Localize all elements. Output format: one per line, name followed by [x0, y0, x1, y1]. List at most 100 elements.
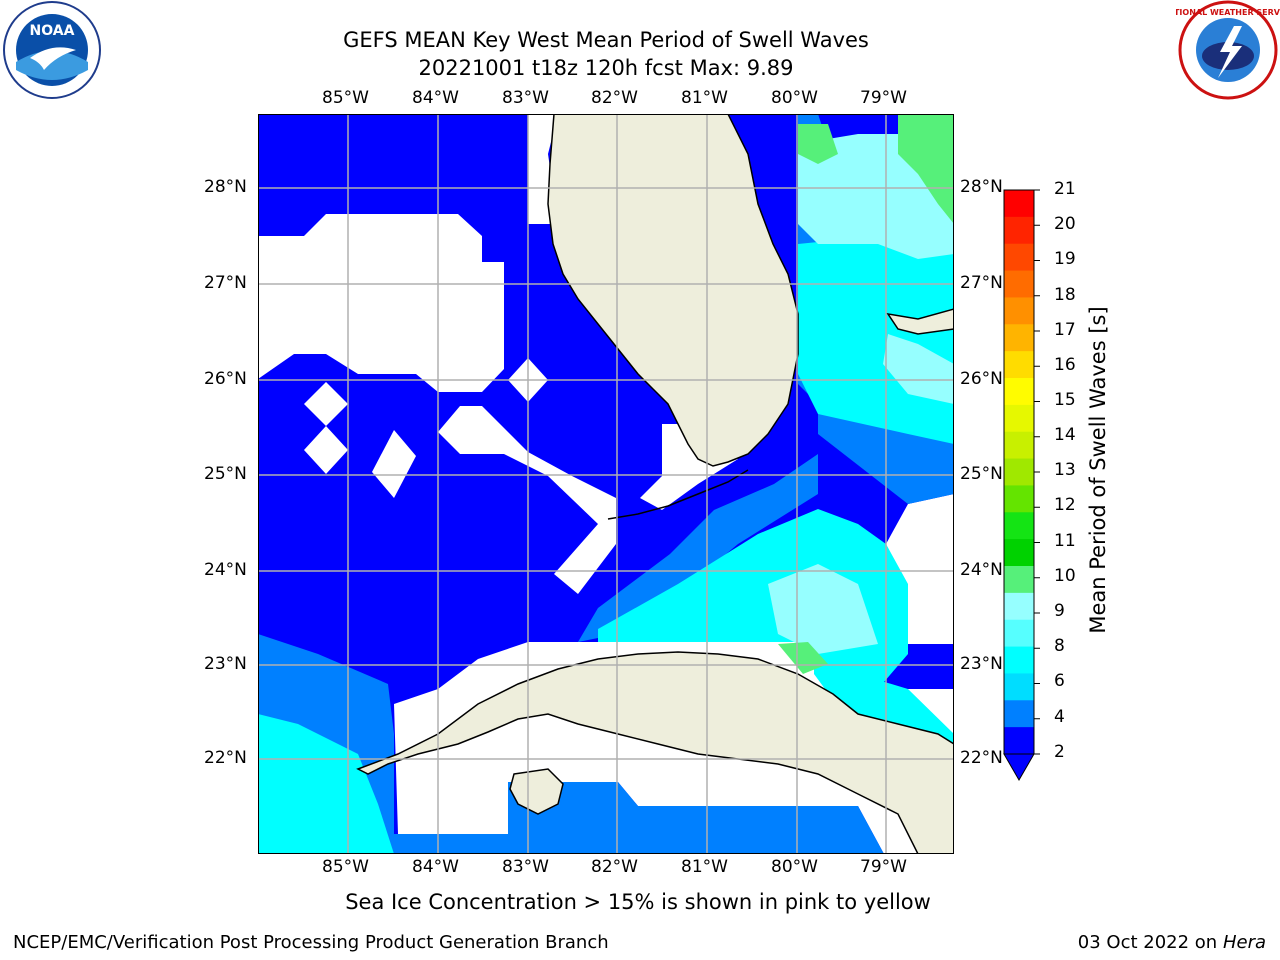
lon-label-bottom-83w: 83°W	[502, 857, 549, 877]
noaa-logo: NOAA	[0, 0, 104, 104]
colorbar-segment	[1004, 646, 1034, 674]
lat-gridlines	[258, 187, 954, 760]
isla-juventud	[509, 768, 564, 815]
footer-machine: Hera	[1222, 932, 1266, 953]
colorbar-tick-6: 6	[1054, 671, 1065, 691]
swell-6-8-west-edge	[258, 714, 394, 854]
colorbar-tick-17: 17	[1054, 320, 1076, 340]
svg-text:NATIONAL WEATHER SERVICE: NATIONAL WEATHER SERVICE	[1176, 8, 1280, 17]
colorbar-segment	[1004, 431, 1034, 460]
colorbar-tick-19: 19	[1054, 249, 1076, 269]
no-data-west	[258, 214, 504, 392]
sea-ice-caption: Sea Ice Concentration > 15% is shown in …	[345, 890, 931, 914]
swell-9-10-ne	[898, 114, 954, 224]
colorbar-segment	[1004, 727, 1034, 755]
colorbar-segment	[1004, 243, 1034, 272]
footer-org: NCEP/EMC/Verification Post Processing Pr…	[13, 932, 609, 953]
swell-9-10-patch	[798, 124, 838, 164]
colorbar-tick-12: 12	[1054, 495, 1076, 515]
colorbar-tick-8: 8	[1054, 636, 1065, 656]
lat-label-right-26n: 26°N	[960, 369, 1003, 389]
nws-logo: NATIONAL WEATHER SERVICE	[1162, 0, 1280, 104]
lat-label-left-28n: 28°N	[204, 177, 247, 197]
swell-9-10-cuba	[778, 642, 828, 674]
lon-label-top-81w: 81°W	[681, 88, 728, 108]
swell-8-9-straits	[768, 564, 878, 654]
lat-label-left-26n: 26°N	[204, 369, 247, 389]
colorbar-segment	[1004, 539, 1034, 567]
lon-label-bottom-81w: 81°W	[681, 857, 728, 877]
colorbar-segment	[1004, 378, 1034, 406]
colorbar-tick-16: 16	[1054, 355, 1076, 375]
lat-label-right-28n: 28°N	[960, 177, 1003, 197]
colorbar-tick-20: 20	[1054, 214, 1076, 234]
colorbar-label: Mean Period of Swell Waves [s]	[1086, 306, 1110, 634]
lat-label-left-23n: 23°N	[204, 654, 247, 674]
lon-label-bottom-84w: 84°W	[412, 857, 459, 877]
lon-label-top-79w: 79°W	[860, 88, 907, 108]
colorbar-segment	[1004, 216, 1034, 245]
colorbar-extend-arrow	[1003, 753, 1035, 782]
lat-label-right-27n: 27°N	[960, 273, 1003, 293]
footer-date-text: 03 Oct 2022 on	[1077, 932, 1223, 953]
lat-label-left-22n: 22°N	[204, 748, 247, 768]
colorbar-segment	[1004, 512, 1034, 540]
lat-label-left-24n: 24°N	[204, 560, 247, 580]
lon-label-bottom-80w: 80°W	[771, 857, 818, 877]
colorbar-tick-18: 18	[1054, 285, 1076, 305]
swell-4-6-south	[508, 782, 884, 854]
colorbar-segment	[1004, 190, 1034, 218]
lon-label-bottom-82w: 82°W	[591, 857, 638, 877]
bahamas-land	[886, 308, 954, 335]
colorbar-tick-11: 11	[1054, 531, 1076, 551]
keys-chain	[607, 469, 749, 520]
colorbar-segment	[1004, 297, 1034, 325]
lon-label-top-83w: 83°W	[502, 88, 549, 108]
lat-label-left-27n: 27°N	[204, 273, 247, 293]
colorbar-tick-15: 15	[1054, 390, 1076, 410]
colorbar-tick-4: 4	[1054, 707, 1065, 727]
lat-label-right-22n: 22°N	[960, 748, 1003, 768]
map-title: GEFS MEAN Key West Mean Period of Swell …	[343, 28, 869, 52]
no-data-diamond-1	[304, 382, 348, 426]
colorbar-segment	[1004, 673, 1034, 701]
lat-label-right-24n: 24°N	[960, 560, 1003, 580]
lat-label-right-25n: 25°N	[960, 464, 1003, 484]
colorbar	[1003, 189, 1040, 782]
colorbar-segment	[1004, 566, 1034, 594]
colorbar-segment	[1004, 324, 1034, 352]
footer-date: 03 Oct 2022 on Hera	[1078, 932, 1266, 953]
colorbar-tick-9: 9	[1054, 601, 1065, 621]
colorbar-segment	[1004, 592, 1034, 621]
lon-label-bottom-79w: 79°W	[860, 857, 907, 877]
lon-label-top-82w: 82°W	[591, 88, 638, 108]
colorbar-segment	[1004, 700, 1034, 728]
florida-land	[547, 114, 799, 467]
lon-label-top-85w: 85°W	[322, 88, 369, 108]
no-data-diamond-2	[304, 426, 348, 474]
lon-label-top-80w: 80°W	[771, 88, 818, 108]
colorbar-tick-21: 21	[1054, 179, 1076, 199]
colorbar-segment	[1004, 404, 1034, 433]
swell-4-6-florida-south	[578, 454, 818, 642]
colorbar-segment	[1004, 458, 1034, 486]
swell-8-9-bahamas	[883, 334, 954, 404]
colorbar-segment	[1004, 485, 1034, 513]
no-data-diamond-3	[372, 430, 416, 498]
lat-label-left-25n: 25°N	[204, 464, 247, 484]
map-subtitle: 20221001 t18z 120h fcst Max: 9.89	[418, 56, 794, 80]
colorbar-tick-10: 10	[1054, 566, 1076, 586]
lon-label-bottom-85w: 85°W	[322, 857, 369, 877]
swell-6-8-bahamas	[798, 259, 954, 444]
colorbar-tick-2: 2	[1054, 742, 1065, 762]
svg-text:NOAA: NOAA	[30, 23, 75, 39]
lat-label-right-23n: 23°N	[960, 654, 1003, 674]
colorbar-segment	[1004, 351, 1034, 379]
lon-gridlines	[347, 114, 887, 854]
lon-label-top-84w: 84°W	[412, 88, 459, 108]
cuba-land	[356, 651, 954, 854]
colorbar-segment	[1004, 270, 1034, 298]
map-plot	[258, 114, 954, 854]
colorbar-segment	[1004, 619, 1034, 648]
colorbar-tick-14: 14	[1054, 425, 1076, 445]
